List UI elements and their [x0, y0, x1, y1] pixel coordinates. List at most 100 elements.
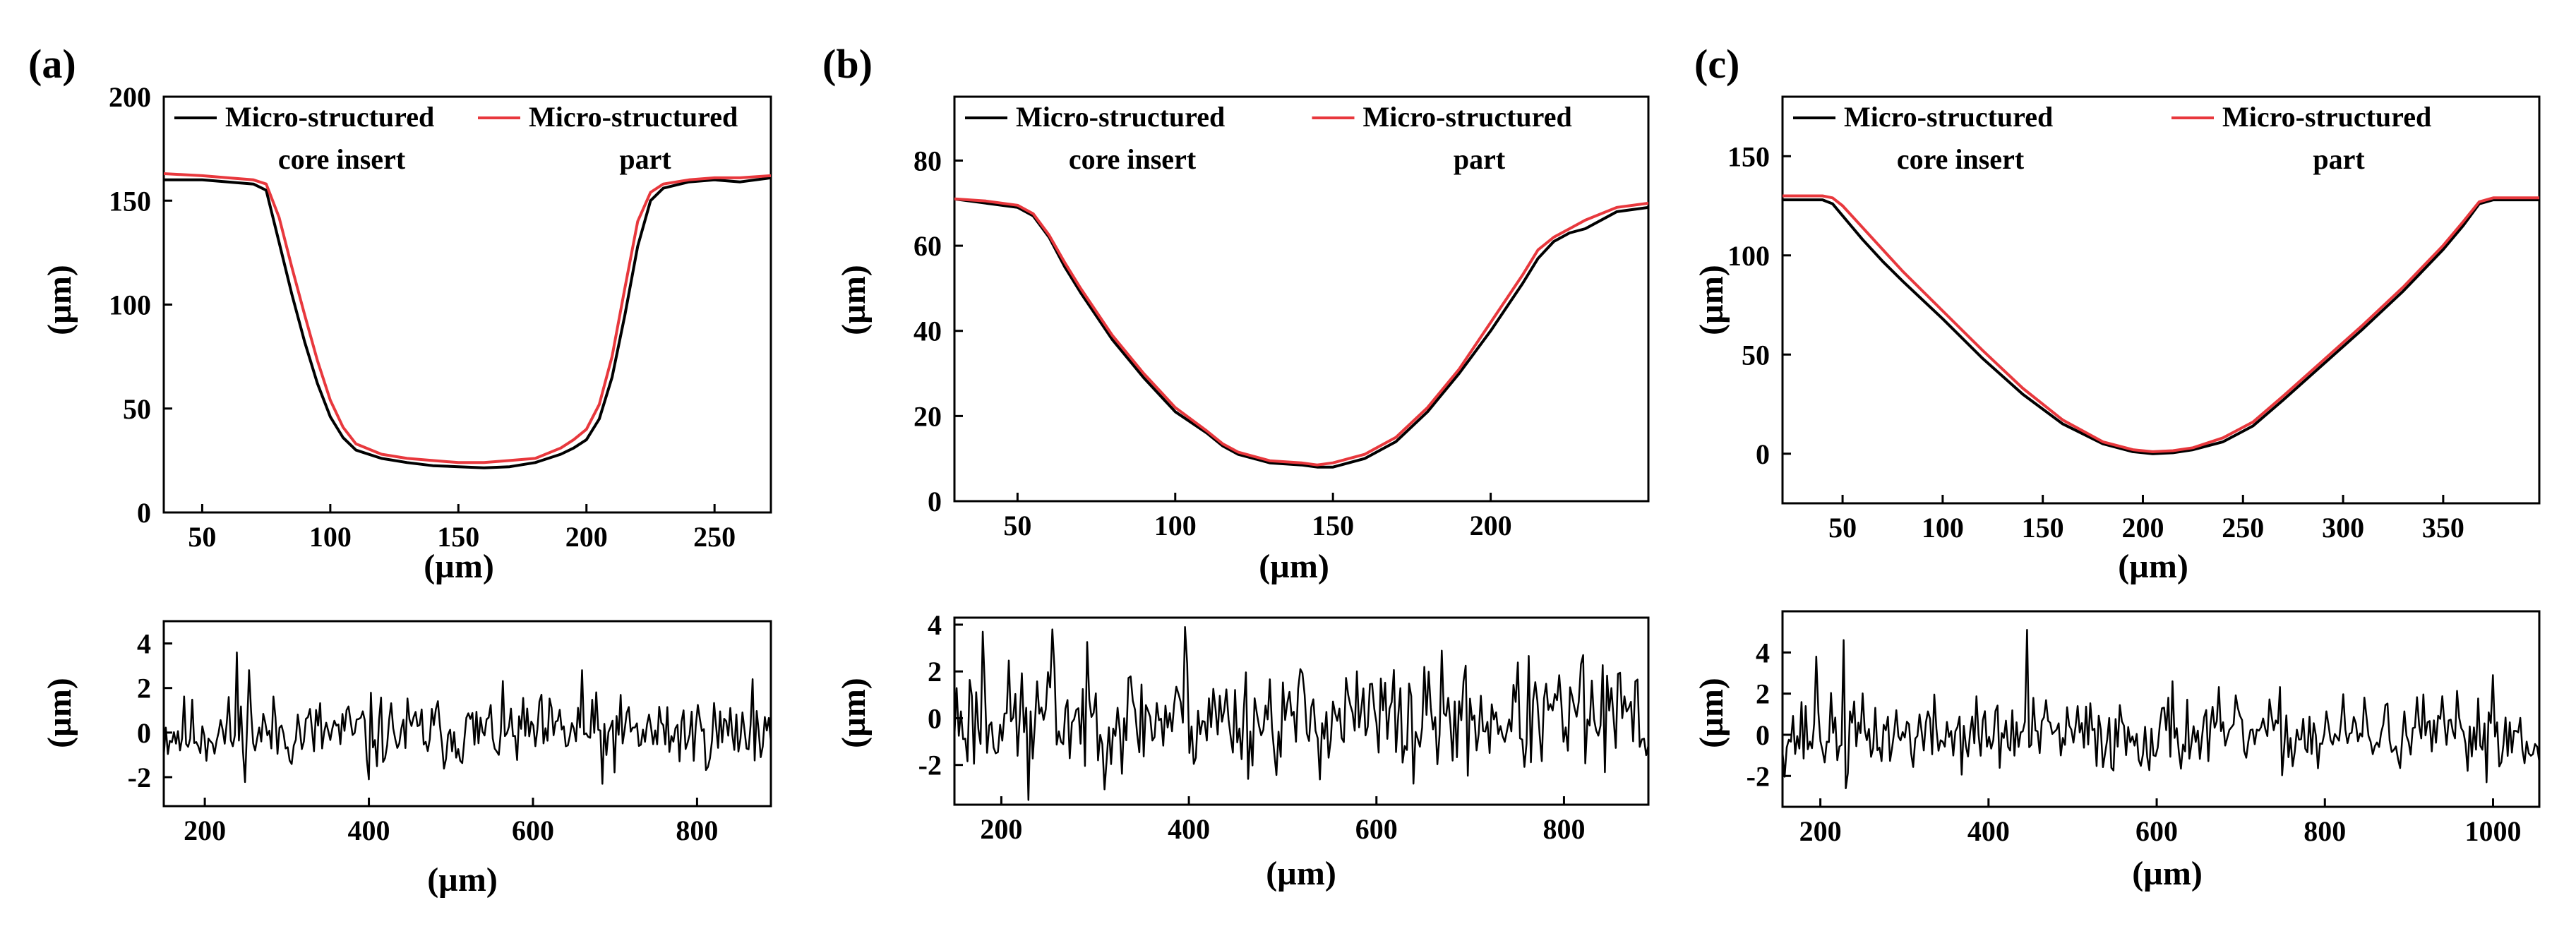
x-tick-label: 150: [1312, 510, 1354, 541]
y-tick-label: 80: [913, 145, 942, 176]
x-axis-label: (µm): [1266, 855, 1336, 892]
panel-label-c: (c): [1694, 41, 1739, 87]
y-tick-label: 150: [1727, 140, 1770, 172]
legend-label-line1: Micro-structured: [2222, 101, 2431, 133]
series-line-roughness: [1783, 628, 2539, 790]
y-tick-label: -2: [918, 750, 942, 781]
legend-label-line1: Micro-structured: [1844, 101, 2053, 133]
x-axis-label: (µm): [427, 861, 498, 899]
plot-frame: [953, 95, 1650, 503]
chart-2: 200 400 600 800 -2 0 2 4 (µm) (µm): [41, 620, 772, 899]
x-tick-label: 100: [1154, 510, 1197, 541]
series-group: [954, 626, 1648, 801]
x-tick-label: 50: [1828, 512, 1857, 544]
legend-label-line1: Micro-structured: [1363, 101, 1572, 133]
chart-1: 50 100 150 200 250 0 50 100 150 200 (µm) (µm) Micro-…: [41, 81, 772, 585]
y-tick-label: 2: [928, 656, 942, 688]
x-axis-label: (µm): [424, 548, 494, 585]
x-tick-label: 200: [184, 815, 226, 846]
x-tick-label: 150: [437, 521, 479, 553]
series-line-roughness: [164, 651, 771, 785]
series-group: [1783, 194, 2539, 455]
x-tick-label: 200: [565, 521, 608, 553]
x-tick-label: 250: [693, 521, 736, 553]
x-tick-label: 600: [2135, 815, 2178, 847]
x-tick-label: 800: [1542, 813, 1585, 845]
panel-label-a: (a): [28, 41, 76, 87]
plot-frame: [1781, 610, 2541, 808]
y-tick-label: 0: [137, 497, 151, 529]
y-tick-label: 2: [1756, 678, 1770, 710]
x-tick-label: 200: [2121, 512, 2164, 544]
chart-3: 50 100 150 200 0 20 40 60 80 (µm) (µm) Micro-struct…: [835, 95, 1650, 585]
y-tick-label: 2: [137, 673, 151, 704]
legend: Micro-structured core insert Micro-structu…: [174, 101, 738, 175]
x-axis-label: (µm): [2118, 548, 2188, 585]
plot-frame: [1781, 95, 2541, 505]
x-tick-label: 400: [1967, 815, 2010, 847]
y-tick-label: 0: [1756, 719, 1770, 751]
x-tick-label: 300: [2322, 512, 2364, 544]
legend-label-line2: core insert: [278, 143, 406, 175]
x-axis-label: (µm): [1259, 548, 1329, 585]
legend: Micro-structured core insert Micro-structu…: [965, 101, 1572, 175]
plot-frame: [162, 620, 772, 808]
y-tick-label: 0: [928, 486, 942, 517]
y-tick-label: 150: [109, 185, 151, 217]
legend-label-line2: core insert: [1069, 143, 1197, 175]
x-tick-label: 100: [1922, 512, 1964, 544]
y-axis-label: (µm): [41, 678, 78, 748]
x-tick-label: 1000: [2464, 815, 2521, 847]
y-tick-label: 100: [109, 289, 151, 321]
y-tick-label: 50: [123, 393, 151, 425]
x-tick-label: 800: [676, 815, 718, 846]
x-tick-label: 200: [1799, 815, 1842, 847]
x-tick-label: 350: [2422, 512, 2464, 544]
legend-label-line2: core insert: [1897, 143, 2025, 175]
y-tick-label: 200: [109, 81, 151, 113]
series-line-micro-structured-part: [954, 197, 1648, 467]
chart-5: 50 100 150 200 250 300 350 0 50 100 150 (µm) (µm) Mic…: [1693, 95, 2541, 585]
y-tick-label: 0: [137, 717, 151, 749]
x-tick-label: 400: [1168, 813, 1210, 845]
y-tick-label: -2: [1747, 760, 1770, 792]
series-line-micro-structured-core-insert: [954, 197, 1648, 469]
legend-label-line2: part: [2313, 143, 2365, 175]
series-line-roughness: [954, 626, 1648, 801]
y-tick-label: 60: [913, 230, 942, 262]
chart-6: 200 400 600 800 1000 -2 0 2 4 (µm) (µm): [1693, 610, 2541, 892]
x-tick-label: 600: [1355, 813, 1398, 845]
x-tick-label: 50: [188, 521, 216, 553]
x-tick-label: 600: [512, 815, 554, 846]
plot-frame: [162, 95, 772, 514]
series-group: [954, 197, 1648, 469]
y-tick-label: 4: [928, 609, 942, 641]
y-tick-label: 0: [1756, 438, 1770, 470]
y-tick-label: 50: [1742, 339, 1770, 371]
legend-label-line1: Micro-structured: [529, 101, 738, 133]
series-group: [164, 651, 771, 785]
legend-label-line2: part: [1454, 143, 1506, 175]
x-tick-label: 50: [1003, 510, 1031, 541]
y-tick-label: 100: [1727, 240, 1770, 272]
y-axis-label: (µm): [41, 265, 78, 335]
y-tick-label: 20: [913, 400, 942, 432]
y-axis-label: (µm): [1693, 265, 1730, 335]
panel-label-b: (b): [822, 41, 873, 87]
x-tick-label: 200: [980, 813, 1022, 845]
series-line-micro-structured-core-insert: [164, 176, 771, 469]
y-axis-label: (µm): [835, 265, 873, 335]
series-line-micro-structured-part: [1783, 194, 2539, 453]
y-tick-label: 4: [1756, 637, 1770, 668]
legend-label-line1: Micro-structured: [1016, 101, 1225, 133]
y-tick-label: -2: [128, 762, 151, 793]
y-tick-label: 0: [928, 702, 942, 734]
y-axis-label: (µm): [1693, 678, 1730, 748]
x-tick-label: 200: [1470, 510, 1512, 541]
legend: Micro-structured core insert Micro-structu…: [1793, 101, 2431, 175]
y-tick-label: 4: [137, 628, 151, 660]
x-axis-label: (µm): [2132, 855, 2203, 892]
series-group: [1783, 628, 2539, 790]
series-line-micro-structured-part: [164, 172, 771, 464]
